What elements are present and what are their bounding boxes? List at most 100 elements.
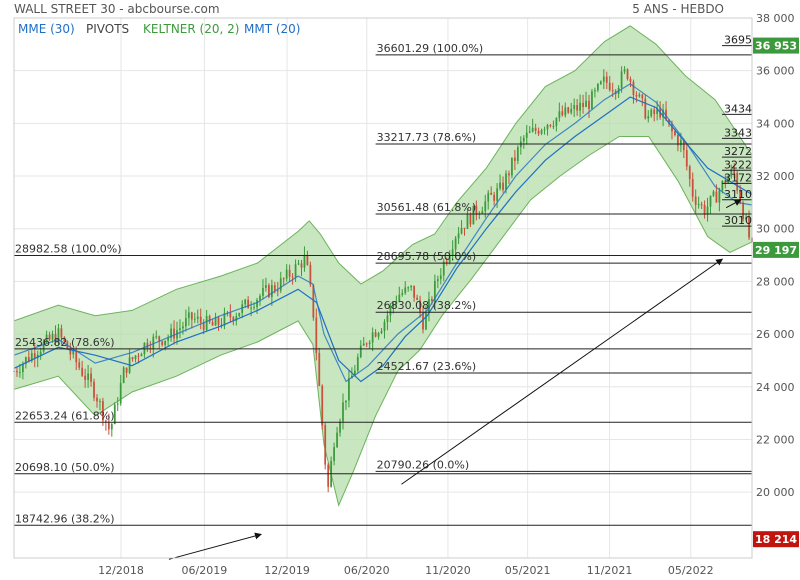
pivot-label: 3222 bbox=[724, 158, 752, 171]
candle-body bbox=[223, 313, 226, 326]
candle-body bbox=[208, 316, 211, 323]
candle-body bbox=[697, 204, 700, 206]
candle-body bbox=[632, 81, 635, 95]
candle-body bbox=[167, 337, 170, 341]
candle-body bbox=[694, 196, 697, 205]
candle-body bbox=[650, 109, 653, 117]
candle-body bbox=[594, 90, 596, 92]
candle-body bbox=[677, 135, 679, 146]
candle-body bbox=[508, 173, 510, 176]
candle-body bbox=[745, 217, 747, 220]
candle-body bbox=[481, 211, 484, 214]
trend-arrow bbox=[401, 258, 724, 485]
price-tag-high bbox=[753, 37, 799, 54]
candle-body bbox=[484, 201, 487, 212]
x-tick-label: 11/2020 bbox=[425, 564, 471, 577]
candle-body bbox=[543, 129, 546, 131]
candle-body bbox=[588, 100, 590, 109]
keltner-fill bbox=[14, 25, 752, 506]
y-tick-label: 32 000 bbox=[756, 170, 795, 183]
candle-body bbox=[596, 83, 599, 91]
candle-body bbox=[244, 299, 247, 305]
candle-body bbox=[16, 371, 18, 373]
candle-body bbox=[303, 254, 306, 268]
price-tags: 36 953 29 197 18 214 bbox=[753, 37, 799, 548]
fib-label: 33217.73 (78.6%) bbox=[377, 131, 477, 144]
candle-body bbox=[665, 109, 667, 120]
candle-body bbox=[558, 111, 561, 118]
candle-body bbox=[389, 306, 392, 316]
candle-body bbox=[469, 214, 472, 225]
fib-label: 20698.10 (50.0%) bbox=[15, 461, 115, 474]
candle-body bbox=[721, 180, 724, 191]
candle-body bbox=[700, 204, 703, 206]
candle-body bbox=[51, 333, 54, 340]
candle-body bbox=[327, 464, 330, 487]
pivot-label: 3695 bbox=[724, 34, 752, 47]
candle-body bbox=[457, 233, 460, 239]
x-tick-label: 12/2019 bbox=[264, 564, 310, 577]
fib-label: 36601.29 (100.0%) bbox=[377, 42, 484, 55]
y-tick-label: 30 000 bbox=[756, 223, 795, 236]
candle-body bbox=[620, 71, 623, 88]
candle-body bbox=[511, 157, 513, 176]
candle-body bbox=[306, 254, 309, 265]
candle-body bbox=[57, 328, 60, 343]
candle-body bbox=[45, 334, 48, 342]
candle-body bbox=[688, 166, 691, 179]
candle-body bbox=[410, 285, 413, 288]
candle-body bbox=[608, 82, 611, 91]
candle-body bbox=[395, 301, 398, 304]
candle-body bbox=[113, 404, 116, 425]
candle-body bbox=[19, 371, 21, 373]
candle-body bbox=[422, 312, 424, 330]
fib-label: 22653.24 (61.8%) bbox=[15, 409, 115, 422]
candle-body bbox=[448, 255, 451, 263]
candle-body bbox=[635, 94, 638, 97]
candle-body bbox=[439, 275, 442, 280]
candle-body bbox=[540, 130, 543, 134]
candle-body bbox=[199, 316, 202, 323]
candle-body bbox=[291, 276, 294, 278]
candle-body bbox=[78, 362, 81, 368]
candle-body bbox=[72, 350, 75, 355]
y-tick-label: 20 000 bbox=[756, 486, 795, 499]
candle-body bbox=[268, 285, 270, 298]
candle-body bbox=[496, 188, 498, 201]
pivot-label: 3110 bbox=[724, 188, 752, 201]
candle-body bbox=[712, 191, 715, 196]
candle-body bbox=[339, 421, 341, 433]
candle-body bbox=[454, 238, 457, 250]
candle-body bbox=[602, 76, 605, 82]
candle-body bbox=[626, 69, 629, 79]
candle-body bbox=[463, 227, 466, 229]
pivot-label: 3010 bbox=[724, 214, 752, 227]
candle-body bbox=[706, 206, 709, 215]
x-tick-label: 05/2021 bbox=[505, 564, 551, 577]
candle-body bbox=[377, 333, 380, 337]
candle-body bbox=[709, 195, 712, 207]
pivot-label: 3272 bbox=[724, 145, 752, 158]
candle-body bbox=[374, 332, 377, 337]
candle-body bbox=[152, 336, 155, 349]
candle-body bbox=[205, 316, 208, 330]
candle-body bbox=[739, 190, 742, 203]
fib-label: 18742.96 (38.2%) bbox=[15, 512, 115, 525]
candle-body bbox=[232, 317, 235, 321]
candle-body bbox=[629, 78, 632, 82]
candle-body bbox=[42, 341, 45, 352]
candle-body bbox=[585, 100, 587, 108]
candle-body bbox=[413, 285, 416, 298]
candle-body bbox=[733, 169, 736, 173]
candle-body bbox=[362, 343, 365, 346]
candle-body bbox=[193, 318, 196, 320]
candle-body bbox=[99, 401, 101, 403]
candle-body bbox=[552, 125, 555, 127]
candle-body bbox=[380, 331, 383, 334]
candle-body bbox=[662, 109, 664, 118]
fib-label: 28982.58 (100.0%) bbox=[15, 243, 122, 256]
candle-body bbox=[137, 355, 140, 357]
candle-body bbox=[60, 328, 63, 338]
candle-body bbox=[87, 373, 89, 380]
